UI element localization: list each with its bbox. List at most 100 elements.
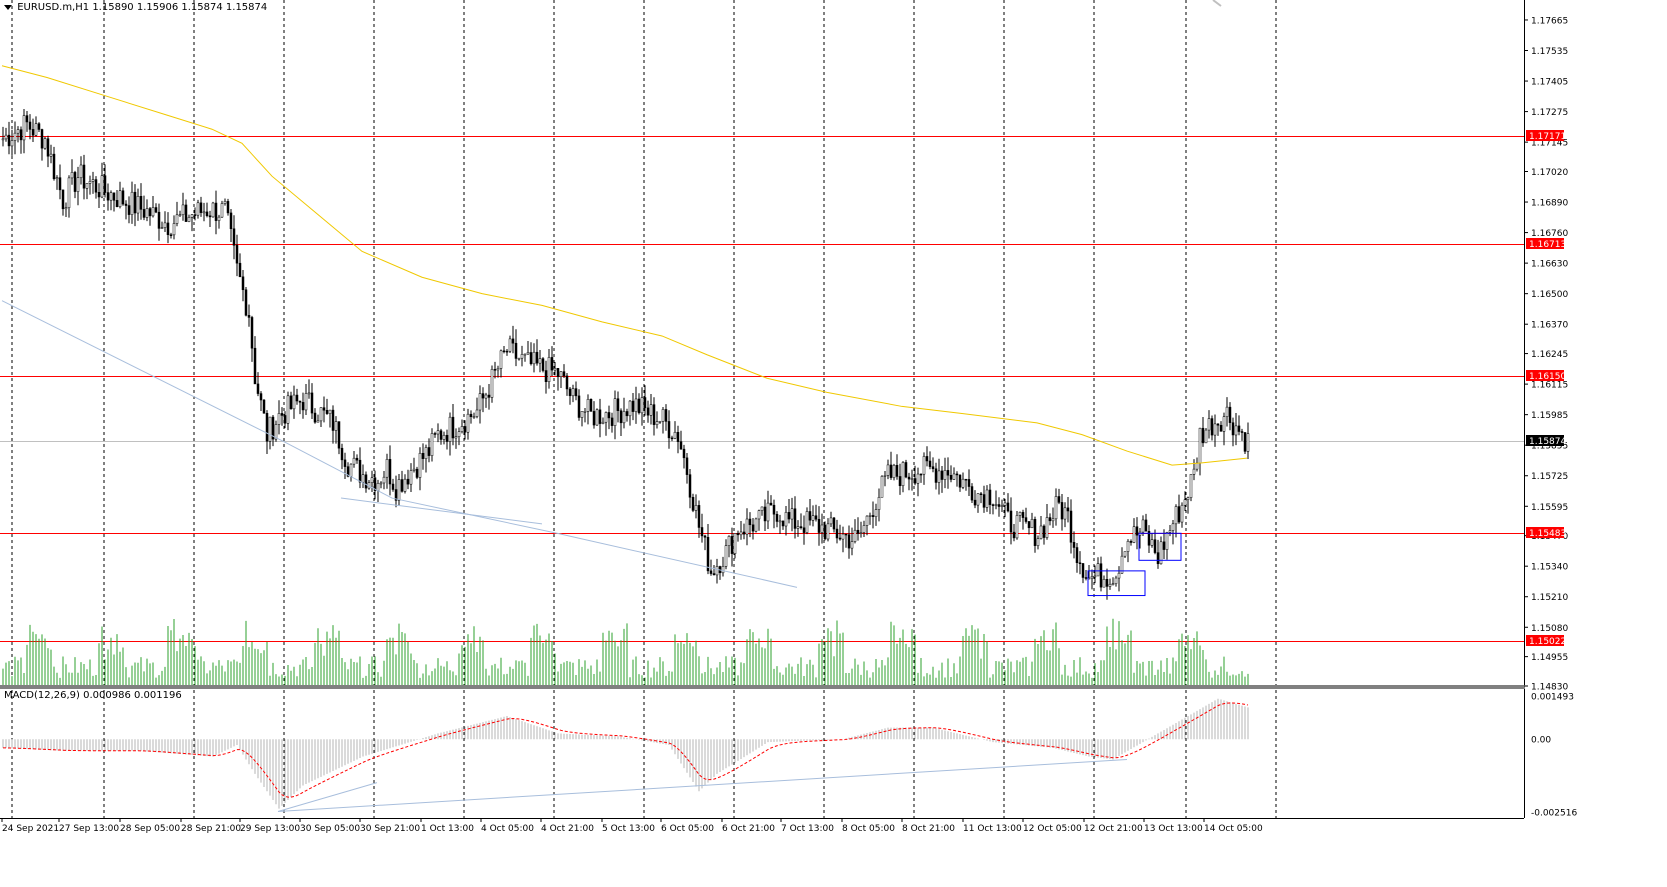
candle-body <box>307 392 311 395</box>
candle-body <box>874 509 878 517</box>
candle-body <box>658 420 662 423</box>
candle-body <box>958 474 962 488</box>
candle-body <box>1024 517 1028 522</box>
chart-frame <box>0 0 1525 819</box>
candle-body <box>643 397 647 409</box>
candle-body <box>979 493 983 495</box>
candle-body <box>1237 425 1241 432</box>
candle-body <box>82 164 86 189</box>
candle-body <box>1069 510 1073 543</box>
price-tick-label: 1.16245 <box>1531 350 1568 360</box>
candle-body <box>496 368 500 371</box>
candle-body <box>247 315 251 318</box>
candle-body <box>853 529 857 542</box>
time-tick-label: 4 Oct 05:00 <box>481 824 534 834</box>
candle-body <box>1201 427 1205 444</box>
candle-body <box>1129 540 1133 543</box>
price-tick-label: 1.14830 <box>1531 683 1568 693</box>
candle-body <box>793 508 797 529</box>
candle-body <box>592 411 596 426</box>
candle-body <box>1030 519 1034 529</box>
candle-body <box>844 533 848 536</box>
dropdown-triangle-icon[interactable] <box>4 4 12 10</box>
candle-body <box>937 470 941 483</box>
candle-body <box>112 192 116 201</box>
time-tick-label: 30 Sep 21:00 <box>360 824 420 834</box>
indicator-lines[interactable] <box>1 65 1248 588</box>
time-tick-label: 6 Oct 05:00 <box>661 824 714 834</box>
candle-body <box>118 190 122 207</box>
candle-body <box>358 459 362 483</box>
rectangle-box <box>1087 570 1146 597</box>
candle-body <box>556 368 560 377</box>
candle-body <box>502 350 506 353</box>
candle-body <box>361 474 365 483</box>
time-tick-label: 12 Oct 05:00 <box>1023 824 1082 834</box>
candle-body <box>724 545 728 567</box>
time-tick-label: 12 Oct 21:00 <box>1084 824 1143 834</box>
candle-body <box>868 515 872 517</box>
price-tick-label: 1.15210 <box>1531 593 1568 603</box>
candle-body <box>1057 496 1061 503</box>
candle-body <box>1132 526 1136 543</box>
candle-body <box>424 447 428 459</box>
candle-body <box>1216 423 1220 426</box>
macd-title: MACD(12,26,9) 0.000986 0.001196 <box>4 690 182 701</box>
candle-body <box>994 504 998 506</box>
candle-body <box>952 473 956 480</box>
candle-body <box>1195 462 1199 470</box>
candle-body <box>1114 577 1118 584</box>
candlesticks <box>1 108 1250 600</box>
time-tick-label: 8 Oct 05:00 <box>842 824 895 834</box>
level-price-label: 1.17171 <box>1529 132 1566 142</box>
candle-body <box>46 138 50 157</box>
candle-body <box>604 412 608 423</box>
level-price-label: 1.15483 <box>1529 529 1566 539</box>
candle-body <box>376 483 380 491</box>
candle-body <box>598 409 602 424</box>
candle-body <box>1225 406 1229 418</box>
symbol-name: EURUSD.m,H1 <box>17 2 90 13</box>
candle-body <box>1156 552 1160 565</box>
candle-body <box>190 214 194 218</box>
candle-body <box>409 470 413 485</box>
candle-body <box>148 208 152 217</box>
time-tick-label: 13 Oct 13:00 <box>1144 824 1203 834</box>
candle-body <box>349 463 353 477</box>
candle-body <box>925 456 929 462</box>
candle-body <box>649 404 653 416</box>
candle-body <box>160 227 164 229</box>
time-tick-label: 4 Oct 21:00 <box>541 824 594 834</box>
candle-body <box>388 459 392 485</box>
candle-body <box>217 216 221 221</box>
candle-body <box>265 413 269 442</box>
macd-trendlines[interactable] <box>277 758 1128 813</box>
candle-body <box>520 354 524 359</box>
candle-body <box>1180 504 1184 523</box>
candle-body <box>1228 406 1232 423</box>
candle-body <box>613 398 617 426</box>
candle-body <box>1162 541 1166 550</box>
candle-body <box>415 468 419 478</box>
candle-body <box>943 470 947 480</box>
candle-body <box>1102 579 1106 588</box>
candle-body <box>1171 523 1175 531</box>
candle-body <box>1048 517 1052 522</box>
level-price-label: 1.16150 <box>1529 372 1566 382</box>
candle-body <box>1165 532 1169 550</box>
macd-signal <box>2 702 1249 798</box>
price-tick-label: 1.17405 <box>1531 78 1568 88</box>
candle-body <box>421 452 425 459</box>
time-tick-label: 14 Oct 05:00 <box>1204 824 1263 834</box>
candle-body <box>1120 555 1124 574</box>
candle-body <box>28 121 32 130</box>
candle-body <box>403 478 407 492</box>
candle-body <box>898 476 902 487</box>
rectangle-objects[interactable] <box>1087 532 1182 597</box>
price-axis[interactable]: 1.17665 1.17535 1.17405 1.17275 1.17145 1.170… <box>1524 16 1568 693</box>
candle-body <box>457 431 461 437</box>
candle-body <box>103 175 107 193</box>
time-axis[interactable]: 24 Sep 2021 27 Sep 13:00 28 Sep 05:00 28 Se… <box>1 818 1263 834</box>
price-tick-label: 1.14955 <box>1531 653 1568 663</box>
